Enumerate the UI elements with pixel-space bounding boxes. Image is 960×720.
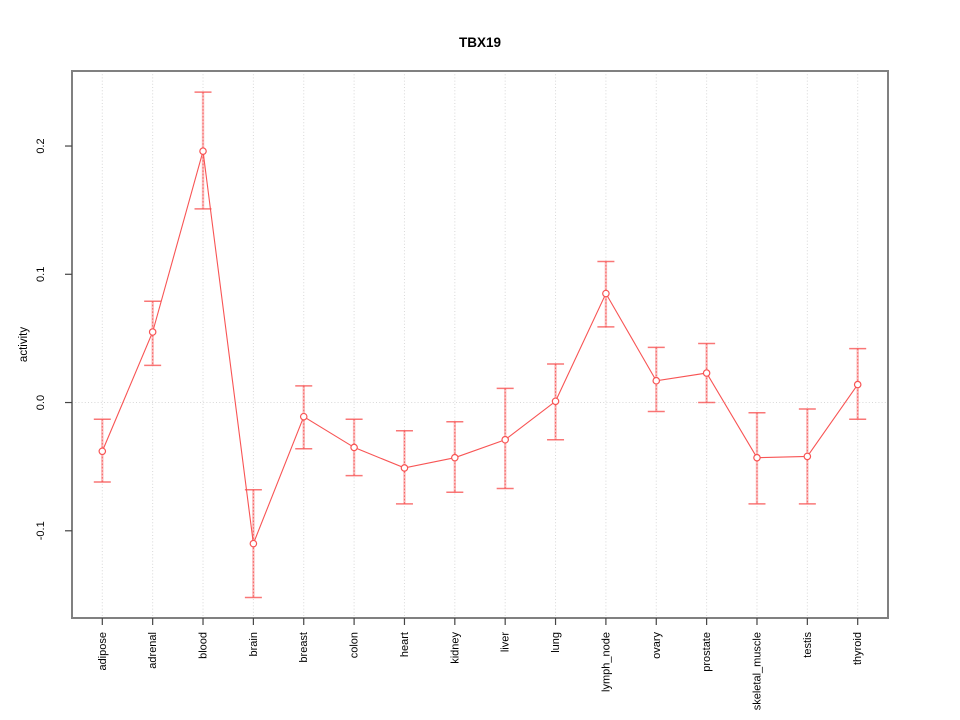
- data-point-marker: [400, 464, 409, 472]
- data-point-marker: [199, 147, 207, 155]
- data-point-marker: [652, 376, 661, 385]
- plot-frame: [71, 70, 889, 619]
- data-point-marker: [148, 328, 157, 336]
- x-category-label: thyroid: [852, 632, 864, 665]
- gridlines-layer: [72, 71, 888, 618]
- x-category-label: breast: [298, 632, 310, 663]
- plot-frame-layer: [71, 70, 889, 619]
- x-category-label: prostate: [701, 632, 713, 672]
- axes-layer: -0.1 0.0 0.1 0.2 adipose adrenal blood brain bre…: [35, 138, 864, 710]
- x-category-label: liver: [500, 632, 512, 653]
- y-tick-label: 0.0: [35, 395, 47, 410]
- data-point-marker: [299, 412, 308, 421]
- data-point-marker: [98, 447, 107, 456]
- activity-line: [101, 151, 859, 544]
- x-category-label: heart: [399, 632, 411, 657]
- y-tick-label: -0.1: [35, 521, 47, 540]
- x-category-label: skeletal_muscle: [751, 632, 763, 710]
- chart-title: TBX19: [459, 35, 501, 50]
- x-category-label: adrenal: [147, 632, 159, 669]
- x-category-label: lung: [550, 632, 562, 653]
- x-category-label: lymph_node: [600, 632, 612, 692]
- x-category-label: adipose: [97, 632, 109, 671]
- data-point-marker: [501, 435, 509, 444]
- data-point-marker: [853, 380, 862, 389]
- data-point-marker: [803, 452, 812, 461]
- x-category-label: colon: [349, 632, 361, 658]
- y-tick-label: 0.1: [35, 267, 47, 282]
- x-category-label: testis: [802, 632, 814, 658]
- y-axis-title: activity: [18, 327, 30, 362]
- x-category-label: ovary: [651, 632, 663, 659]
- x-category-label: kidney: [449, 632, 461, 664]
- data-point-marker: [551, 397, 560, 406]
- data-point-marker: [753, 453, 761, 462]
- x-category-label: blood: [198, 632, 210, 659]
- x-category-label: brain: [248, 632, 260, 656]
- series-layer: [93, 91, 867, 599]
- data-point-marker: [451, 453, 459, 462]
- data-point-marker: [602, 289, 610, 298]
- data-point-marker: [350, 443, 358, 452]
- data-point-marker: [702, 369, 711, 377]
- data-point-marker: [249, 539, 258, 548]
- y-tick-label: 0.2: [35, 138, 47, 153]
